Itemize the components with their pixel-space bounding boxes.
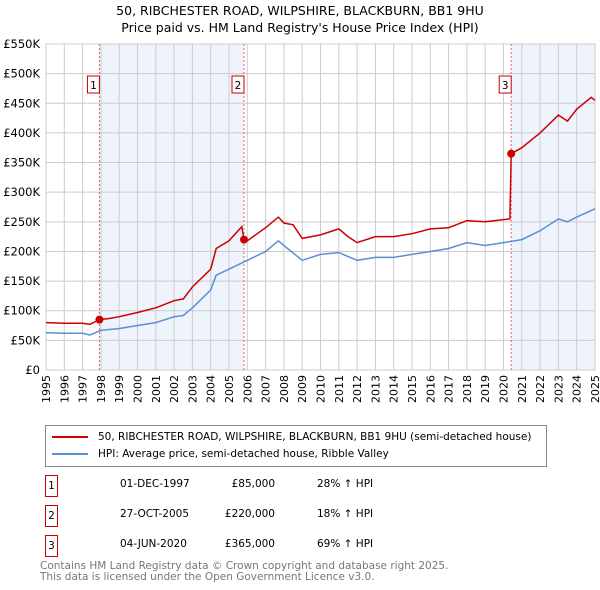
y-tick-label: £500K [3, 67, 40, 81]
x-tick-label: 2011 [333, 375, 346, 403]
y-tick-label: £350K [3, 156, 40, 170]
y-tick-label: £100K [3, 304, 40, 318]
y-tick-label: £250K [3, 215, 40, 229]
x-tick-label: 2012 [351, 375, 364, 403]
sale-marker-label: 3 [502, 80, 509, 92]
sale-hpi: 18% ↑ HPI [317, 508, 374, 520]
sale-row: 3 04-JUN-2020 £365,000 69% ↑ HPI [45, 535, 445, 557]
x-tick-label: 2017 [443, 375, 456, 403]
x-tick-label: 2021 [516, 375, 529, 403]
sale-date: 01-DEC-1997 [120, 478, 190, 490]
plot-frame [45, 43, 596, 371]
x-tick-label: 2009 [296, 375, 309, 403]
x-tick-label: 2008 [278, 375, 291, 403]
sale-number: 2 [45, 505, 58, 527]
x-tick-label: 2013 [369, 375, 382, 403]
sale-point [507, 149, 516, 158]
x-tick-label: 2022 [534, 375, 547, 403]
x-tick-label: 2004 [205, 375, 218, 403]
sale-hpi: 69% ↑ HPI [317, 538, 374, 550]
x-tick-label: 2007 [260, 375, 273, 403]
sale-marker-label: 1 [90, 80, 97, 92]
y-tick-label: £300K [3, 185, 40, 199]
x-tick-label: 2015 [406, 375, 419, 403]
x-tick-label: 2014 [388, 375, 401, 403]
y-tick-label: £200K [3, 244, 40, 258]
hpi-line [45, 208, 596, 336]
footer-attribution: Contains HM Land Registry data © Crown c… [40, 561, 448, 583]
x-tick-label: 2002 [168, 375, 181, 403]
x-tick-label: 2023 [552, 375, 565, 403]
sale-date: 27-OCT-2005 [120, 508, 189, 520]
x-tick-label: 2020 [498, 375, 511, 403]
x-tick-label: 1996 [58, 375, 71, 403]
sale-number: 3 [45, 535, 58, 557]
y-tick-label: £150K [3, 274, 40, 288]
sale-marker-label: 2 [235, 80, 242, 92]
x-tick-label: 2025 [589, 375, 600, 403]
chart-legend: 50, RIBCHESTER ROAD, WILPSHIRE, BLACKBUR… [45, 425, 547, 467]
y-tick-label: £400K [3, 126, 40, 140]
sale-price: £220,000 [224, 508, 275, 520]
sale-price: £365,000 [224, 538, 275, 550]
chart-subtitle: Price paid vs. HM Land Registry's House … [121, 20, 479, 35]
sale-marker-box [86, 75, 100, 94]
shaded-period [99, 44, 245, 370]
x-tick-label: 2003 [186, 375, 199, 403]
sale-price: £85,000 [231, 478, 275, 490]
legend-label-hpi: HPI: Average price, semi-detached house,… [98, 448, 389, 460]
legend-swatch-property [52, 436, 88, 438]
footer-line-2: This data is licensed under the Open Gov… [40, 571, 375, 583]
sale-row: 2 27-OCT-2005 £220,000 18% ↑ HPI [45, 505, 445, 527]
y-tick-label: £0 [25, 363, 40, 377]
x-tick-label: 1999 [113, 375, 126, 403]
price-chart: 1995 1996 1997 1998 1999 2000 2001 2002 2003 2004… [3, 37, 600, 403]
x-tick-label: 2024 [571, 375, 584, 403]
x-tick-label: 1997 [77, 375, 90, 403]
sale-date: 04-JUN-2020 [120, 538, 187, 550]
legend-swatch-hpi [52, 453, 88, 455]
x-tick-label: 2019 [479, 375, 492, 403]
shaded-period [511, 44, 595, 370]
x-tick-label: 1998 [95, 375, 108, 403]
legend-label-property: 50, RIBCHESTER ROAD, WILPSHIRE, BLACKBUR… [98, 431, 532, 443]
x-tick-label: 1995 [40, 375, 53, 403]
sale-row: 1 01-DEC-1997 £85,000 28% ↑ HPI [45, 475, 445, 497]
chart-title: 50, RIBCHESTER ROAD, WILPSHIRE, BLACKBUR… [116, 3, 484, 18]
sale-marker-box [231, 75, 245, 94]
x-tick-label: 2010 [315, 375, 328, 403]
y-tick-label: £50K [11, 333, 41, 347]
x-tick-label: 2001 [150, 375, 163, 403]
y-tick-label: £450K [3, 96, 40, 110]
x-tick-label: 2000 [132, 375, 145, 403]
footer-line-1: Contains HM Land Registry data © Crown c… [40, 560, 449, 572]
sale-marker-box [498, 75, 512, 94]
x-tick-label: 2018 [461, 375, 474, 403]
x-tick-label: 2006 [241, 375, 254, 403]
sale-point [95, 315, 104, 324]
sale-number: 1 [45, 475, 58, 497]
sale-point [240, 235, 249, 244]
x-tick-label: 2016 [424, 375, 437, 403]
sale-hpi: 28% ↑ HPI [317, 478, 374, 490]
x-tick-label: 2005 [223, 375, 236, 403]
y-tick-label: £550K [3, 37, 40, 51]
